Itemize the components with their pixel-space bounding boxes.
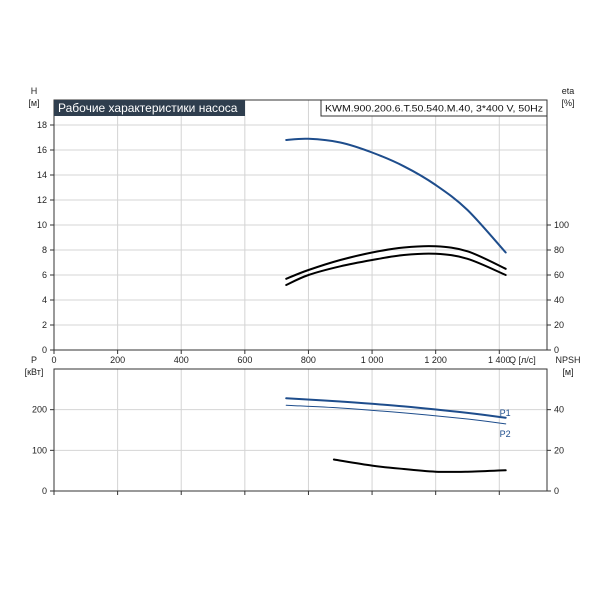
plot-frame xyxy=(53,368,548,492)
chart-title-box xyxy=(54,100,245,116)
left-axis-tick-label: 14 xyxy=(37,170,47,180)
model-box xyxy=(320,99,548,117)
chart-title: Рабочие характеристики насоса xyxy=(58,101,238,115)
series-label: P1 xyxy=(500,408,511,418)
right-axis-tick-label: 0 xyxy=(554,345,559,355)
left-axis-tick-label: 100 xyxy=(32,445,47,455)
left-axis-name: P xyxy=(31,355,37,365)
left-axis-tick-label: 6 xyxy=(42,270,47,280)
x-axis-tick-label: 400 xyxy=(174,355,189,365)
series-line-0-2 xyxy=(285,252,507,286)
left-axis-tick-label: 12 xyxy=(37,195,47,205)
series-line-1-0 xyxy=(285,397,507,419)
left-axis-name: H xyxy=(31,86,38,96)
left-axis-tick-label: 0 xyxy=(42,486,47,496)
model-label: KWM.900.200.6.T.50.540.M.40, 3*400 V, 50… xyxy=(325,104,543,115)
right-axis-unit: [%] xyxy=(561,98,574,108)
right-axis-tick-label: 100 xyxy=(554,220,569,230)
x-axis-tick-label: 600 xyxy=(237,355,252,365)
x-axis-tick-label: 200 xyxy=(110,355,125,365)
x-axis-tick-label: 1 200 xyxy=(424,355,447,365)
right-axis-tick-label: 40 xyxy=(554,295,564,305)
series-line-1-1 xyxy=(285,404,507,425)
x-axis-tick-label: 0 xyxy=(51,355,56,365)
left-axis-unit: [м] xyxy=(28,98,39,108)
left-axis-tick-label: 0 xyxy=(42,345,47,355)
right-axis-tick-label: 20 xyxy=(554,445,564,455)
series-line-1-2 xyxy=(332,458,507,473)
left-axis-tick-label: 4 xyxy=(42,295,47,305)
x-axis-tick-label: 1 000 xyxy=(361,355,384,365)
left-axis-unit: [кВт] xyxy=(25,367,44,377)
right-axis-unit: [м] xyxy=(562,367,573,377)
right-axis-tick-label: 20 xyxy=(554,320,564,330)
right-axis-name: eta xyxy=(562,86,575,96)
right-axis-name: NPSH xyxy=(555,355,580,365)
series-line-0-0 xyxy=(285,137,507,254)
series-label: P2 xyxy=(500,429,511,439)
x-axis-tick-label: 1 400 xyxy=(488,355,511,365)
left-axis-tick-label: 10 xyxy=(37,220,47,230)
series-line-0-1 xyxy=(285,245,507,280)
x-axis-tick-label: 800 xyxy=(301,355,316,365)
left-axis-tick-label: 18 xyxy=(37,120,47,130)
right-axis-tick-label: 60 xyxy=(554,270,564,280)
left-axis-tick-label: 200 xyxy=(32,405,47,415)
left-axis-tick-label: 2 xyxy=(42,320,47,330)
x-axis-label: Q [л/с] xyxy=(509,355,536,365)
right-axis-tick-label: 40 xyxy=(554,405,564,415)
left-axis-tick-label: 8 xyxy=(42,245,47,255)
left-axis-tick-label: 16 xyxy=(37,145,47,155)
right-axis-tick-label: 80 xyxy=(554,245,564,255)
right-axis-tick-label: 0 xyxy=(554,486,559,496)
